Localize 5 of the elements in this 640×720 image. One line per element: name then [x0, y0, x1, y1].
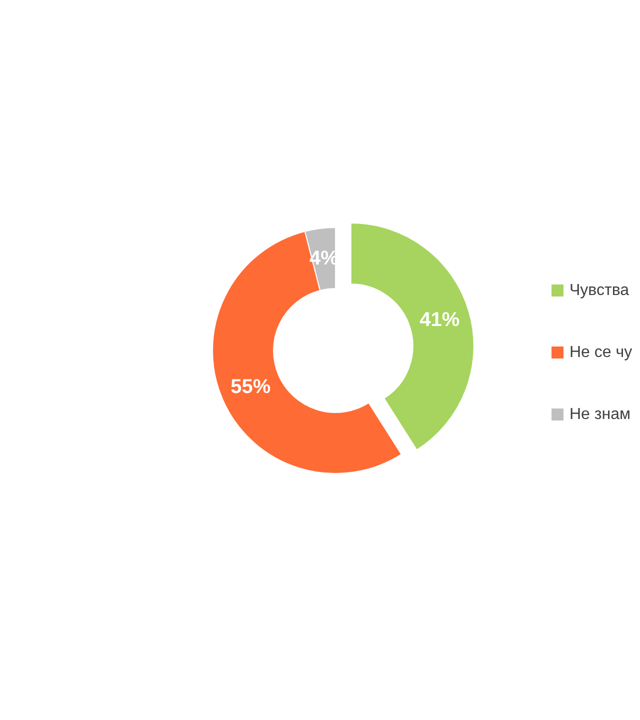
- legend-label: Не знам: [570, 406, 630, 423]
- legend-label: Не се чу: [570, 344, 632, 361]
- data-label: 55%: [230, 376, 271, 398]
- legend-label: Чувства: [570, 282, 630, 299]
- data-label: 41%: [420, 309, 460, 332]
